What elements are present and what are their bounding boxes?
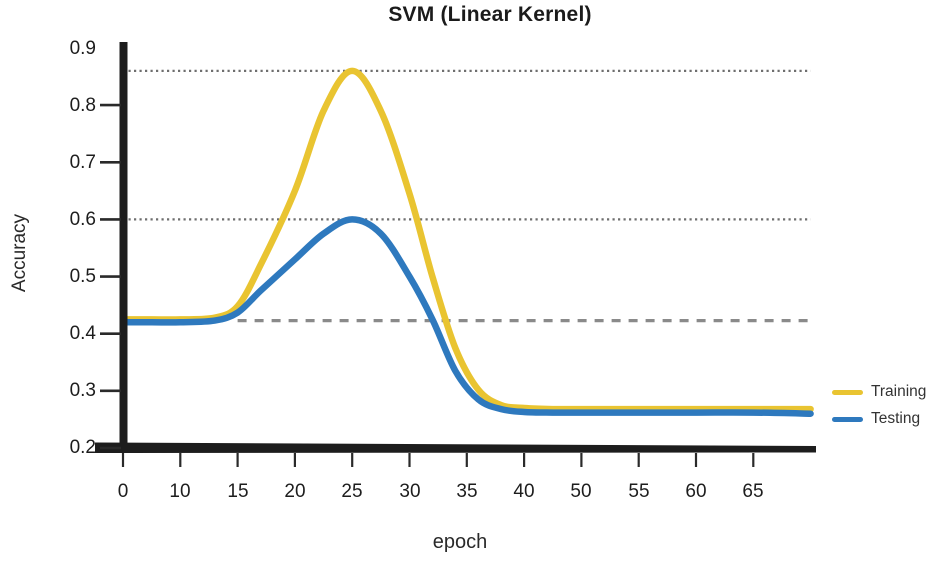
x-tick-label-35: 35 <box>456 481 478 502</box>
x-tick-label-65: 65 <box>742 481 764 502</box>
x-tick-label-60: 60 <box>685 481 707 502</box>
y-tick-label-0.7: 0.7 <box>69 152 96 173</box>
y-axis-title: Accuracy <box>9 213 30 293</box>
legend-label-training: Training <box>871 383 927 400</box>
y-axis-line <box>119 42 128 453</box>
training-curve <box>119 67 814 413</box>
x-tick-label-40: 40 <box>513 481 535 502</box>
x-tick-label-55: 55 <box>628 481 650 502</box>
legend-label-testing: Testing <box>871 410 921 427</box>
x-tick-label-20: 20 <box>284 481 306 502</box>
x-tick-label-15: 15 <box>227 481 249 502</box>
y-tick-label-0.2: 0.2 <box>69 437 96 458</box>
y-tick-label-0.6: 0.6 <box>69 209 96 230</box>
y-tick-label-0.5: 0.5 <box>69 266 96 287</box>
y-tick-label-0.9: 0.9 <box>69 38 96 59</box>
legend-item-testing: Testing <box>832 409 926 429</box>
legend: Training Testing <box>832 382 926 429</box>
x-tick-label-25: 25 <box>341 481 363 502</box>
x-tick-label-30: 30 <box>399 481 421 502</box>
testing-line-swatch <box>832 416 863 422</box>
y-tick-label-0.3: 0.3 <box>69 380 96 401</box>
testing-curve <box>119 216 814 417</box>
x-tick-label-10: 10 <box>169 481 191 502</box>
x-axis-line <box>95 442 816 453</box>
x-tick-label-50: 50 <box>570 481 592 502</box>
y-tick-label-0.8: 0.8 <box>69 95 96 116</box>
training-line-swatch <box>832 389 863 395</box>
x-axis-title: epoch <box>432 531 488 553</box>
legend-item-training: Training <box>832 382 926 402</box>
chart-title: SVM (Linear Kernel) <box>388 3 592 26</box>
y-tick-label-0.4: 0.4 <box>69 323 96 344</box>
x-tick-label-0: 0 <box>117 481 129 502</box>
